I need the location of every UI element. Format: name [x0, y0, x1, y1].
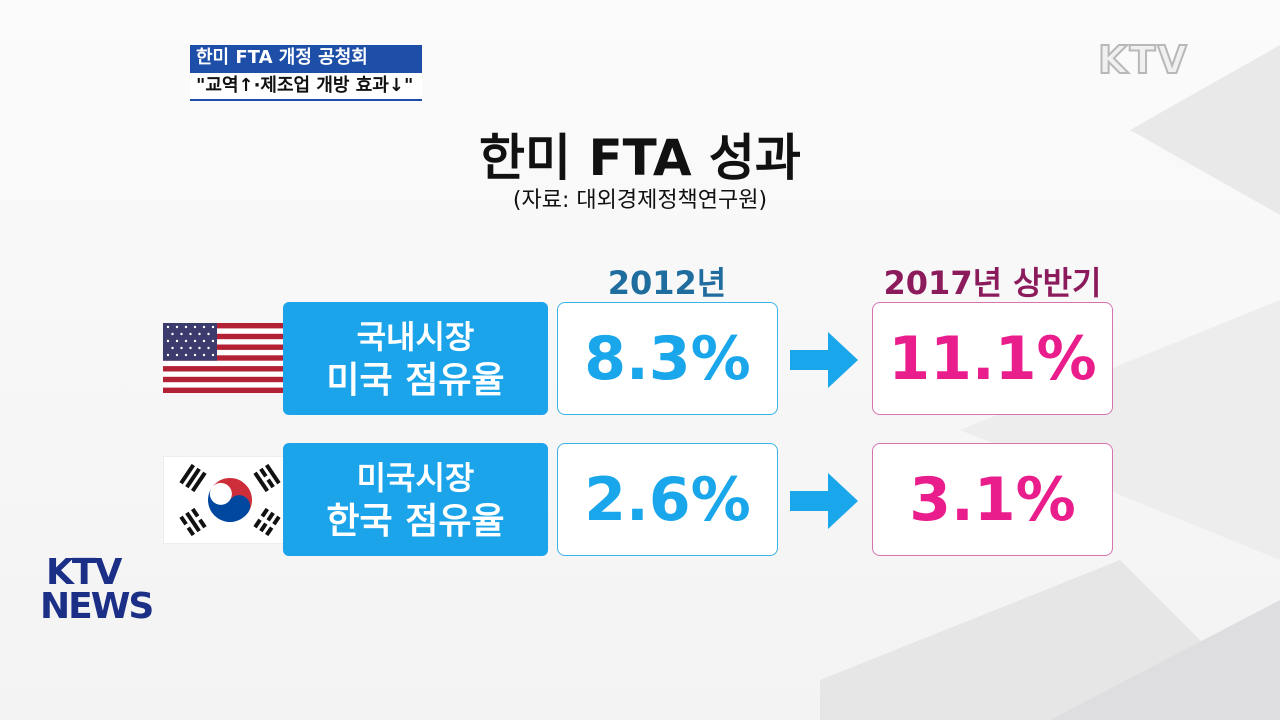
- row-label-line: 국내시장: [356, 317, 475, 356]
- us-flag: [163, 323, 297, 393]
- column-header: 2012년: [607, 264, 727, 302]
- news-logo: KTV NEWS: [40, 552, 154, 627]
- value-cell: 11.1%: [872, 302, 1113, 415]
- row-label: 국내시장 미국 점유율: [283, 302, 548, 415]
- news-banner: 한미 FTA 개정 공청회 "교역↑·제조업 개방 효과↓": [190, 45, 422, 101]
- value-cell: 2.6%: [557, 443, 778, 556]
- row-label-line: 미국 점유율: [326, 359, 505, 401]
- channel-logo: KTV: [1097, 37, 1189, 83]
- banner-title: 한미 FTA 개정 공청회: [196, 47, 368, 68]
- row-label: 미국시장 한국 점유율: [283, 443, 548, 556]
- row-label-line: 한국 점유율: [326, 500, 505, 542]
- value-cell: 8.3%: [557, 302, 778, 415]
- korea-flag: [163, 456, 297, 544]
- value-cell: 3.1%: [872, 443, 1113, 556]
- infographic-title: 한미 FTA 성과: [479, 129, 801, 187]
- banner-subtitle: "교역↑·제조업 개방 효과↓": [190, 73, 422, 99]
- news-logo-line: KTV: [46, 552, 122, 593]
- source-note: (자료: 대외경제정책연구원): [512, 188, 768, 213]
- row-label-line: 미국시장: [356, 458, 475, 497]
- arrow: [790, 332, 858, 388]
- arrow: [790, 473, 858, 529]
- column-header: 2017년 상반기: [883, 264, 1102, 302]
- news-logo-line: NEWS: [40, 586, 154, 627]
